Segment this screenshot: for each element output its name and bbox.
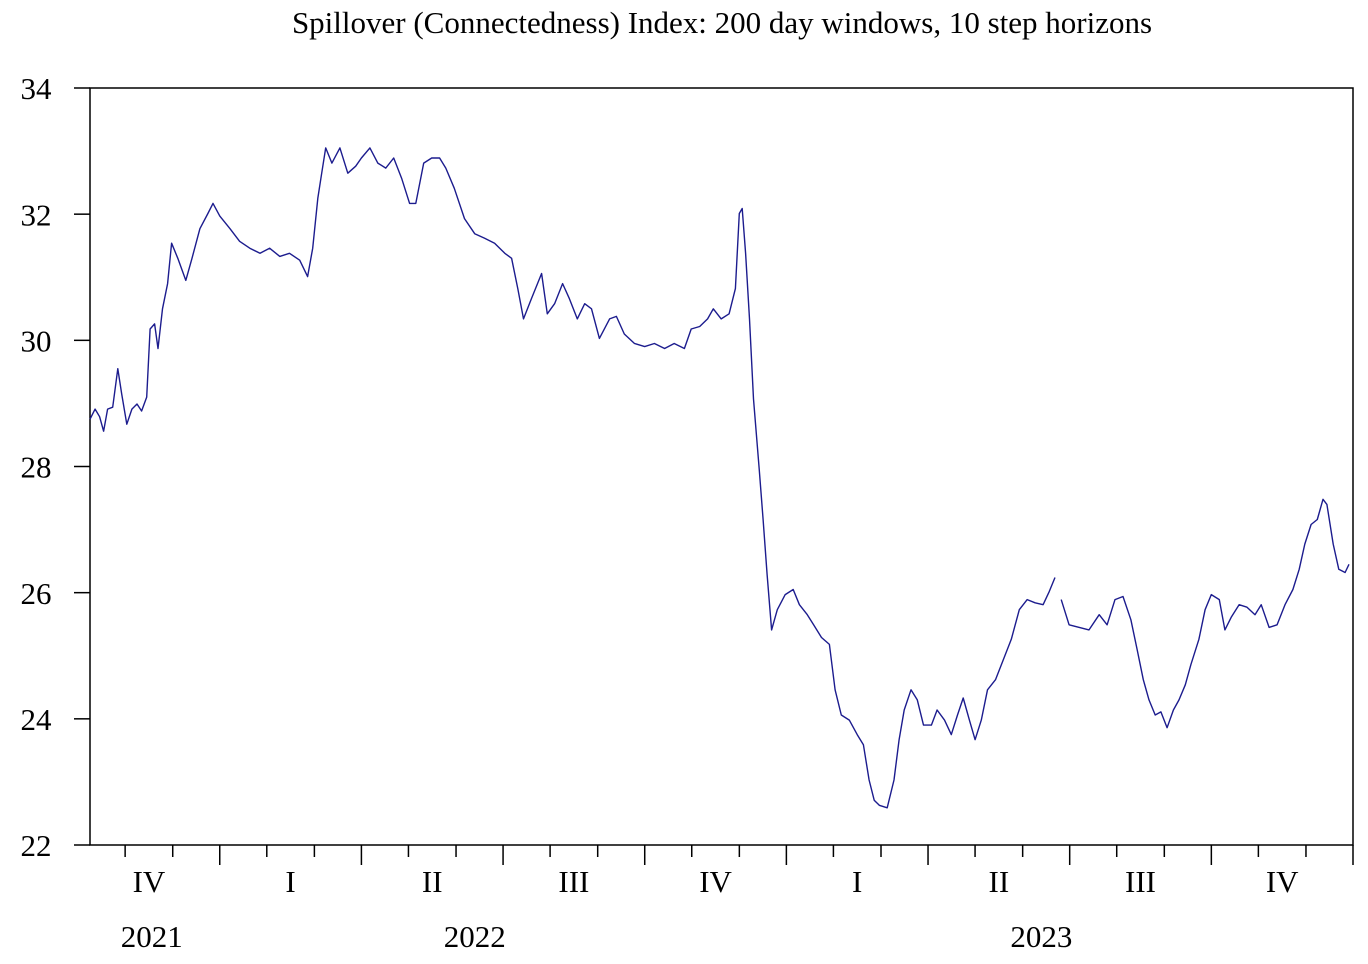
quarter-label: IV (133, 864, 166, 899)
y-tick-label: 24 (21, 702, 53, 737)
y-tick-label: 26 (21, 576, 52, 611)
quarter-label: II (422, 864, 443, 899)
year-label: 2021 (121, 919, 183, 954)
chart-title: Spillover (Connectedness) Index: 200 day… (292, 5, 1152, 40)
quarter-label: IV (1266, 864, 1299, 899)
quarter-label: I (285, 864, 295, 899)
quarter-label: II (989, 864, 1010, 899)
y-tick-label: 30 (21, 323, 52, 358)
y-tick-label: 34 (21, 71, 53, 106)
year-label: 2022 (444, 919, 506, 954)
plot-frame (89, 87, 1354, 846)
quarter-label: IV (699, 864, 732, 899)
quarter-label: III (558, 864, 589, 899)
y-tick-label: 22 (21, 828, 52, 863)
y-tick-label: 28 (21, 450, 52, 485)
quarter-label: I (852, 864, 862, 899)
quarter-label: III (1125, 864, 1156, 899)
year-label: 2023 (1010, 919, 1072, 954)
y-tick-label: 32 (21, 197, 52, 232)
series-line (89, 147, 1350, 809)
